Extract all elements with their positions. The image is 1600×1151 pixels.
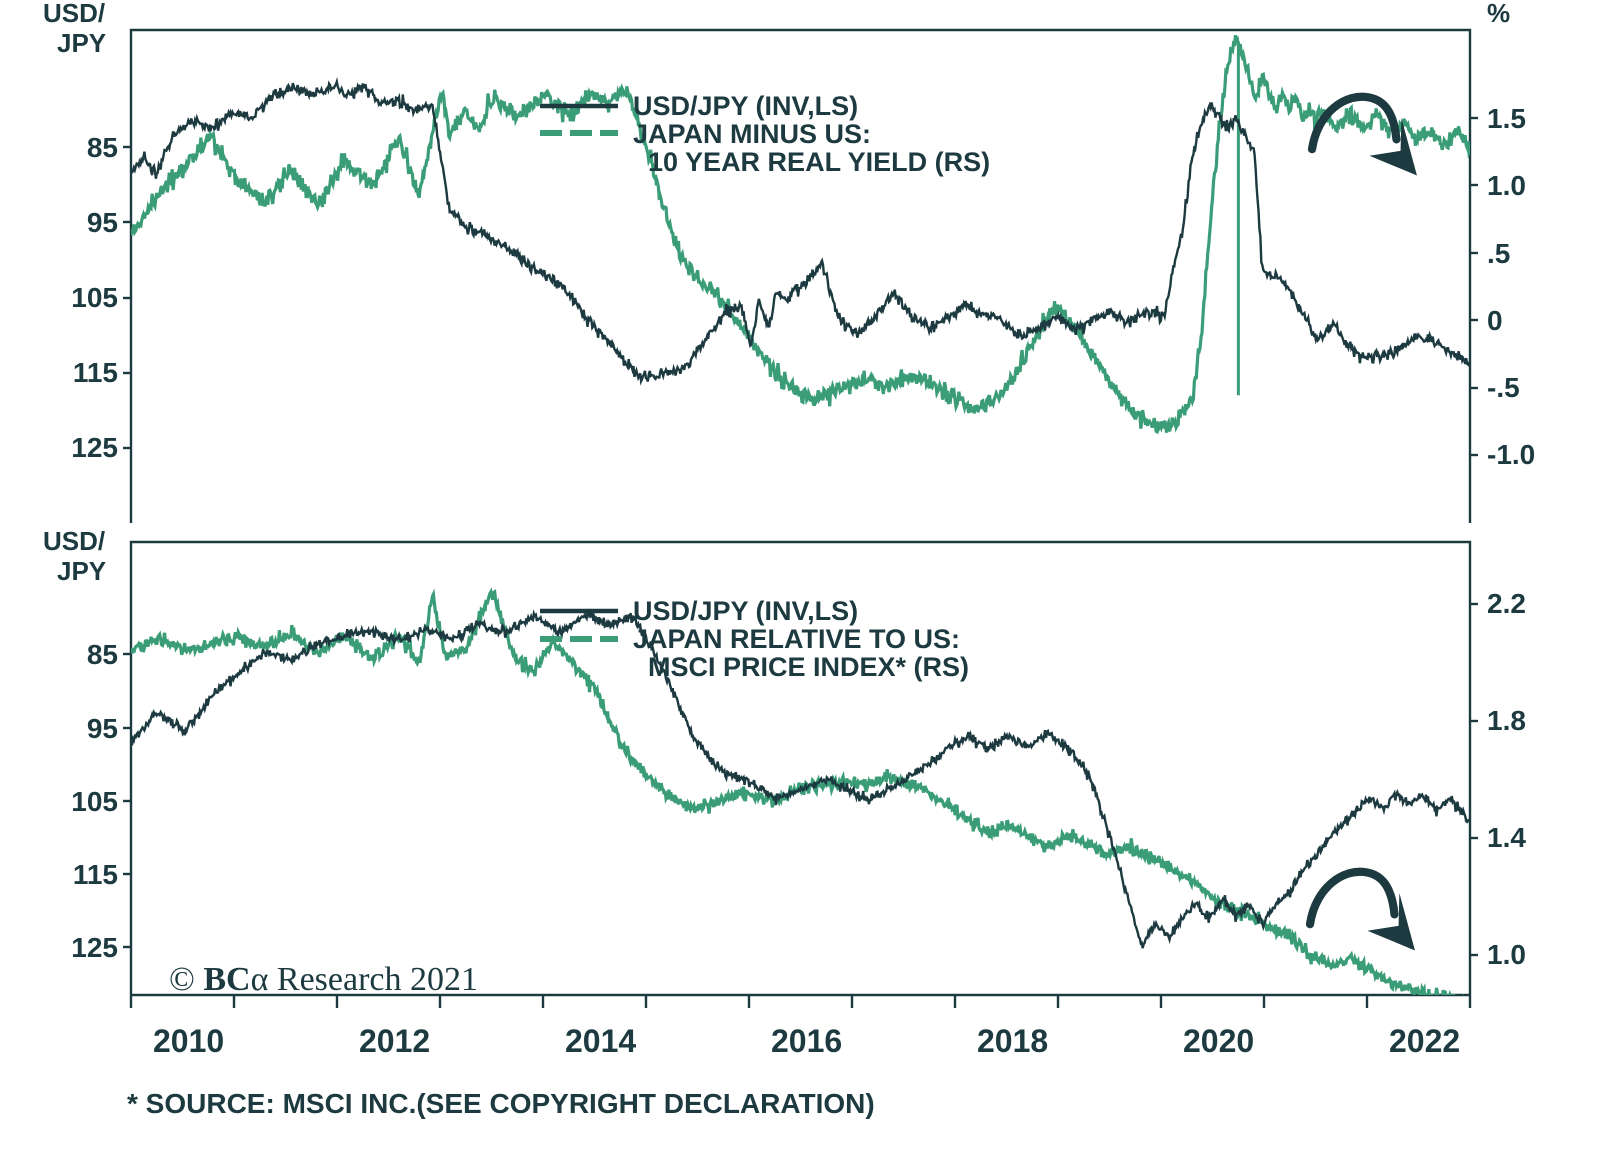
svg-text:USD/: USD/ [43,526,105,556]
svg-text:10 YEAR REAL YIELD (RS): 10 YEAR REAL YIELD (RS) [648,147,990,177]
svg-text:JAPAN MINUS US:: JAPAN MINUS US: [633,119,871,149]
svg-text:2022: 2022 [1389,1023,1460,1059]
svg-text:JPY: JPY [57,28,106,58]
svg-text:USD/: USD/ [43,0,105,28]
svg-text:0: 0 [1487,305,1503,336]
svg-text:85: 85 [87,132,118,163]
svg-text:125: 125 [71,932,118,963]
svg-text:85: 85 [87,639,118,670]
svg-text:125: 125 [71,432,118,463]
svg-text:2018: 2018 [977,1023,1048,1059]
svg-text:* SOURCE: MSCI INC.(SEE COPYRI: * SOURCE: MSCI INC.(SEE COPYRIGHT DECLAR… [127,1088,875,1119]
svg-text:© BCα Research 2021: © BCα Research 2021 [169,961,478,998]
svg-text:2014: 2014 [565,1023,636,1059]
svg-text:MSCI PRICE INDEX* (RS): MSCI PRICE INDEX* (RS) [648,652,969,682]
svg-text:-1.0: -1.0 [1487,439,1535,470]
svg-text:2010: 2010 [153,1023,224,1059]
svg-text:2012: 2012 [359,1023,430,1059]
svg-text:95: 95 [87,207,118,238]
svg-text:1.8: 1.8 [1487,705,1526,736]
svg-text:2020: 2020 [1183,1023,1254,1059]
svg-text:95: 95 [87,713,118,744]
svg-text:1.4: 1.4 [1487,822,1526,853]
svg-text:1.0: 1.0 [1487,170,1526,201]
svg-text:105: 105 [71,786,118,817]
svg-text:JAPAN RELATIVE TO US:: JAPAN RELATIVE TO US: [633,624,960,654]
svg-text:1.0: 1.0 [1487,939,1526,970]
svg-text:USD/JPY (INV,LS): USD/JPY (INV,LS) [633,91,858,121]
svg-text:USD/JPY (INV,LS): USD/JPY (INV,LS) [633,596,858,626]
svg-text:.5: .5 [1487,238,1510,269]
svg-text:105: 105 [71,282,118,313]
svg-text:115: 115 [73,859,118,890]
svg-text:115: 115 [73,357,118,388]
svg-text:JPY: JPY [57,556,106,586]
svg-text:%: % [1487,0,1510,28]
svg-text:1.5: 1.5 [1487,103,1526,134]
svg-text:2016: 2016 [771,1023,842,1059]
svg-text:-.5: -.5 [1487,372,1520,403]
svg-text:2.2: 2.2 [1487,588,1526,619]
